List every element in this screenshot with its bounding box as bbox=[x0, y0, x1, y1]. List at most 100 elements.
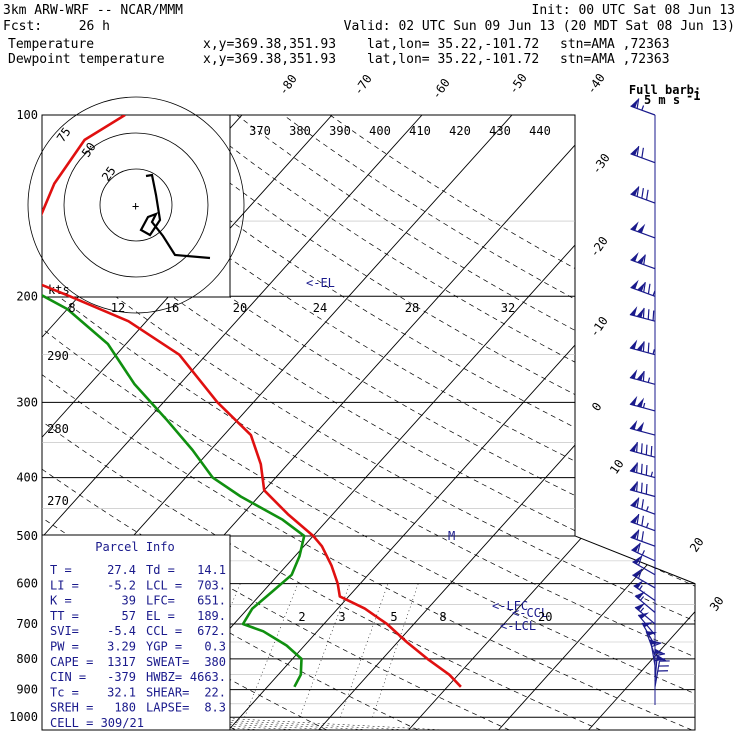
wind-barb bbox=[630, 497, 656, 515]
barb-half-flag bbox=[645, 522, 649, 528]
barb-shaft bbox=[634, 606, 656, 625]
hodograph-ring-label: 75 bbox=[54, 125, 74, 145]
wind-barb bbox=[629, 395, 656, 412]
barb-flag bbox=[636, 146, 640, 157]
twenty-label: 20 bbox=[538, 610, 552, 624]
barb-pennant bbox=[629, 395, 638, 406]
isotherm-line bbox=[42, 115, 333, 730]
barb-pennant bbox=[638, 612, 650, 619]
dry-adiabat bbox=[42, 115, 695, 730]
parcel-value: 1317 bbox=[107, 655, 136, 669]
wind-barb bbox=[629, 462, 656, 479]
theta-label: 270 bbox=[47, 494, 69, 508]
wind-key-sup: -1 bbox=[686, 89, 700, 103]
barb-flag bbox=[645, 189, 649, 201]
barb-flag bbox=[637, 568, 643, 579]
wind-barb bbox=[630, 529, 656, 547]
wind-barb bbox=[632, 568, 656, 589]
dry-adiabat bbox=[42, 115, 695, 730]
isotherm-label: -50 bbox=[506, 71, 530, 97]
wind-barb bbox=[629, 419, 656, 436]
init-time: Init: 00 UTC Sat 08 Jun 13 bbox=[532, 3, 736, 18]
isotherm-label: -30 bbox=[589, 151, 613, 177]
barb-pennant bbox=[636, 371, 645, 381]
legend-series-name: Dewpoint temperature bbox=[8, 52, 165, 67]
barb-shaft bbox=[630, 286, 656, 297]
barb-flag bbox=[652, 310, 655, 321]
legend-xy: x,y=369.38,351.93 bbox=[203, 37, 336, 52]
isotherm-line bbox=[498, 115, 695, 730]
ccl-marker: <-CCL bbox=[512, 606, 548, 620]
barb-pennant bbox=[630, 98, 639, 108]
barb-half-flag bbox=[639, 596, 645, 601]
hodograph-ring bbox=[27, 96, 245, 314]
barb-flag bbox=[654, 653, 666, 657]
legend-station: stn=AMA ,72363 bbox=[560, 52, 670, 67]
wind-barb bbox=[629, 442, 656, 458]
parcel-label: LFC= bbox=[146, 594, 175, 608]
wind-barb bbox=[654, 660, 670, 687]
barb-pennant bbox=[635, 591, 646, 599]
parcel-label: TT = bbox=[50, 609, 79, 623]
barb-shaft bbox=[654, 661, 661, 687]
wind-barb bbox=[632, 555, 656, 576]
barb-flag bbox=[642, 341, 645, 352]
barb-flag bbox=[640, 463, 643, 474]
parcel-value: 380 bbox=[204, 655, 226, 669]
legend-xy: x,y=369.38,351.93 bbox=[203, 52, 336, 67]
barb-shaft bbox=[630, 259, 656, 270]
isobar-label: 800 bbox=[16, 652, 38, 666]
barb-pennant bbox=[629, 442, 638, 452]
barb-flag bbox=[636, 98, 640, 109]
forecast-hour: 26 h bbox=[79, 19, 110, 34]
valid-time: Valid: 02 UTC Sun 09 Jun 13 (20 MDT Sat … bbox=[344, 19, 735, 34]
parcel-value: 14.1 bbox=[197, 563, 226, 577]
top-temp-label: 28 bbox=[405, 301, 419, 315]
hodograph-frame bbox=[41, 114, 231, 298]
wind-barb bbox=[630, 279, 656, 297]
model-title: 3km ARW-WRF -- NCAR/MMM bbox=[3, 3, 183, 18]
barb-pennant bbox=[636, 307, 645, 318]
parcel-value: 4663. bbox=[190, 670, 226, 684]
barb-pennant bbox=[635, 602, 646, 611]
wind-barb bbox=[630, 252, 656, 270]
barb-half-flag bbox=[642, 402, 646, 408]
profiles bbox=[42, 115, 462, 688]
parcel-value: 703. bbox=[197, 578, 226, 592]
barb-flag bbox=[640, 443, 643, 454]
barb-flag bbox=[650, 445, 653, 457]
parcel-label: PW = bbox=[50, 640, 79, 654]
parcel-value: 3.29 bbox=[107, 640, 136, 654]
barb-flag bbox=[636, 513, 640, 525]
wind-barb bbox=[630, 146, 656, 164]
barb-pennant bbox=[636, 397, 645, 408]
theta-label: 410 bbox=[409, 124, 431, 138]
mixing-ratio-label: 5 bbox=[390, 610, 397, 624]
top-temp-label: 12 bbox=[111, 301, 125, 315]
parcel-label: EL = bbox=[146, 609, 175, 623]
barb-flag bbox=[642, 307, 645, 319]
barb-flag bbox=[645, 465, 648, 476]
mixing-ratio-line bbox=[372, 583, 419, 718]
barb-flag bbox=[641, 515, 644, 526]
barb-flag bbox=[641, 188, 644, 199]
theta-label: 280 bbox=[47, 422, 69, 436]
top-temp-label: 16 bbox=[165, 301, 179, 315]
parcel-value: 189. bbox=[197, 609, 226, 623]
hodograph-trace bbox=[139, 173, 211, 260]
dry-adiabat bbox=[42, 115, 693, 730]
dewpoint-profile bbox=[42, 115, 306, 688]
mixing-ratio-label: 3 bbox=[338, 610, 345, 624]
barb-pennant bbox=[633, 580, 644, 589]
barb-shaft bbox=[630, 536, 656, 547]
barb-flag bbox=[647, 342, 650, 353]
barb-flag bbox=[647, 283, 651, 294]
barb-flag bbox=[636, 481, 638, 492]
isobar-label: 1000 bbox=[9, 710, 38, 724]
barb-pennant bbox=[632, 568, 642, 578]
barb-shaft bbox=[630, 153, 656, 164]
forecast-label: Fcst: bbox=[3, 19, 42, 34]
parcel-value: 672. bbox=[197, 624, 226, 638]
barb-pennant bbox=[630, 497, 639, 507]
